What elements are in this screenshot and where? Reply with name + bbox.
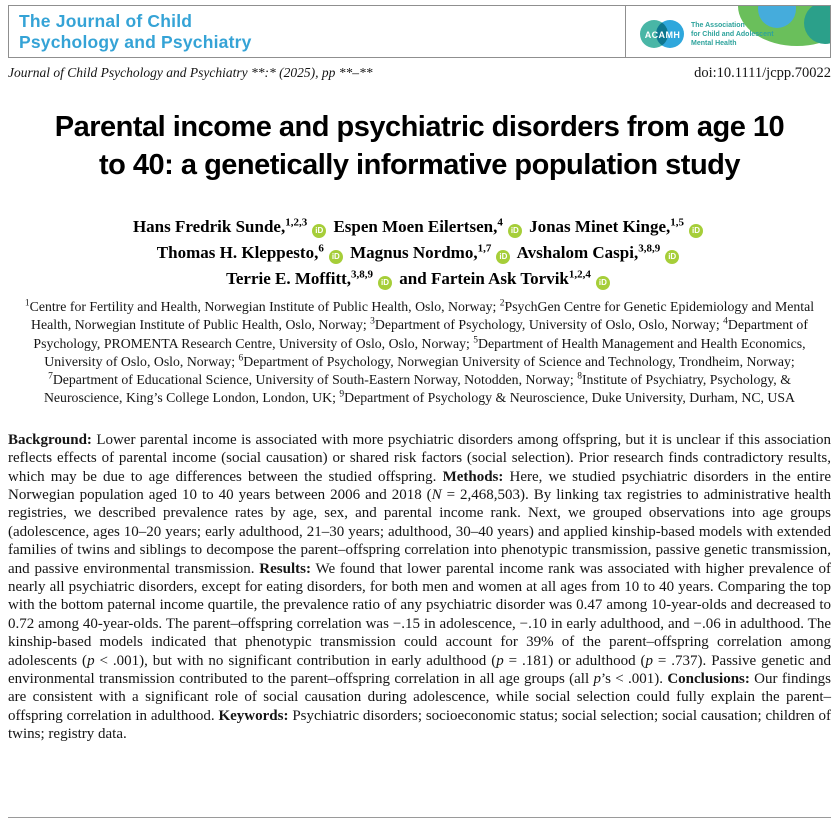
journal-first-page: The Journal of Child Psychology and Psyc… xyxy=(8,0,831,820)
affiliation-number: 8 xyxy=(577,371,582,382)
affiliation-number: 4 xyxy=(723,316,728,327)
author-affiliation-sup: 6 xyxy=(318,242,324,255)
citation-row: Journal of Child Psychology and Psychiat… xyxy=(8,65,831,82)
affiliation-number: 9 xyxy=(339,389,345,400)
acamh-association-line-3: Mental Health xyxy=(691,39,737,47)
article-title-line-1: Parental income and psychiatric disorder… xyxy=(54,111,785,143)
author-list: Hans Fredrik Sunde,1,2,3 iD Espen Moen Ei… xyxy=(8,214,831,292)
author-affiliation-sup: 3,8,9 xyxy=(638,242,661,255)
acamh-logo-circles: ACAMH xyxy=(640,20,684,48)
affiliation-number: 1 xyxy=(24,298,30,309)
orcid-icon[interactable]: iD xyxy=(496,250,511,264)
orcid-icon[interactable]: iD xyxy=(507,224,522,238)
acamh-association-line-2: for Child and Adolescent xyxy=(691,30,774,38)
acamh-logo: ACAMH The Association for Child and Adol… xyxy=(640,20,774,48)
acamh-acronym: ACAMH xyxy=(644,30,681,40)
abstract-section-label: Methods: xyxy=(442,468,504,485)
author-name: Espen Moen Eilertsen, xyxy=(333,217,498,236)
author-affiliation-sup: 1,7 xyxy=(477,242,492,255)
journal-logo-line-2: Psychology and Psychiatry xyxy=(19,31,252,52)
acamh-cell: ACAMH The Association for Child and Adol… xyxy=(625,6,830,57)
acamh-association-text: The Association for Child and Adolescent… xyxy=(691,21,774,48)
author-line: Hans Fredrik Sunde,1,2,3 iD Espen Moen Ei… xyxy=(8,214,831,240)
journal-logo-line-1: The Journal of Child xyxy=(19,10,193,31)
author-name: Avshalom Caspi, xyxy=(516,243,639,262)
affiliation-number: 3 xyxy=(370,316,375,327)
affiliation-number: 5 xyxy=(473,335,479,345)
decor-blue-circle xyxy=(758,6,796,28)
author-name: Jonas Minet Kinge, xyxy=(529,217,671,236)
author-name: Fartein Ask Torvik xyxy=(430,269,569,288)
abstract-italic-term: p xyxy=(496,652,504,669)
bottom-rule xyxy=(8,817,831,818)
article-title-line-2: to 40: a genetically informative populat… xyxy=(99,149,741,181)
acamh-blue-circle xyxy=(656,20,684,48)
article-title: Parental income and psychiatric disorder… xyxy=(8,108,831,184)
orcid-icon[interactable]: iD xyxy=(378,276,393,290)
affiliation-number: 6 xyxy=(238,353,244,364)
author-affiliation-sup: 3,8,9 xyxy=(351,268,374,281)
affiliation-number: 2 xyxy=(499,298,505,309)
author-line: Terrie E. Moffitt,3,8,9iD and Fartein As… xyxy=(8,266,831,292)
abstract-section-label: Results: xyxy=(259,560,311,577)
author-affiliation-sup: 4 xyxy=(497,216,503,229)
journal-logo: The Journal of Child Psychology and Psyc… xyxy=(19,11,252,53)
orcid-icon[interactable]: iD xyxy=(595,276,610,290)
masthead: The Journal of Child Psychology and Psyc… xyxy=(8,5,831,58)
abstract: Background: Lower parental income is ass… xyxy=(8,431,832,743)
affiliation-number: 7 xyxy=(48,371,53,382)
orcid-icon[interactable]: iD xyxy=(665,250,680,264)
author-name: Thomas H. Kleppesto, xyxy=(156,243,319,262)
author-name: Magnus Nordmo, xyxy=(350,243,478,262)
orcid-icon[interactable]: iD xyxy=(312,224,327,238)
abstract-section-label: Background: xyxy=(8,431,92,448)
abstract-italic-term: p xyxy=(593,671,601,688)
author-name: Terrie E. Moffitt, xyxy=(226,269,352,288)
abstract-section-label: Conclusions: xyxy=(667,671,750,688)
doi-link[interactable]: doi:10.1111/jcpp.70022 xyxy=(694,65,831,81)
author-affiliation-sup: 1,2,3 xyxy=(285,216,308,229)
author-affiliation-sup: 1,5 xyxy=(670,216,685,229)
abstract-italic-term: p xyxy=(87,652,95,669)
orcid-icon[interactable]: iD xyxy=(689,224,704,238)
acamh-association-line-1: The Association xyxy=(691,21,745,29)
author-name: Hans Fredrik Sunde, xyxy=(132,217,286,236)
author-line: Thomas H. Kleppesto,6 iD Magnus Nordmo,1,… xyxy=(8,240,831,266)
abstract-section-label: Keywords: xyxy=(218,707,289,724)
abstract-italic-term: p xyxy=(645,652,654,669)
orcid-icon[interactable]: iD xyxy=(328,250,343,264)
affiliations: 1Centre for Fertility and Health, Norweg… xyxy=(24,298,815,406)
journal-logo-cell: The Journal of Child Psychology and Psyc… xyxy=(9,6,625,57)
abstract-italic-term: N xyxy=(431,487,442,503)
author-affiliation-sup: 1,2,4 xyxy=(568,268,591,281)
journal-citation: Journal of Child Psychology and Psychiat… xyxy=(8,65,373,80)
